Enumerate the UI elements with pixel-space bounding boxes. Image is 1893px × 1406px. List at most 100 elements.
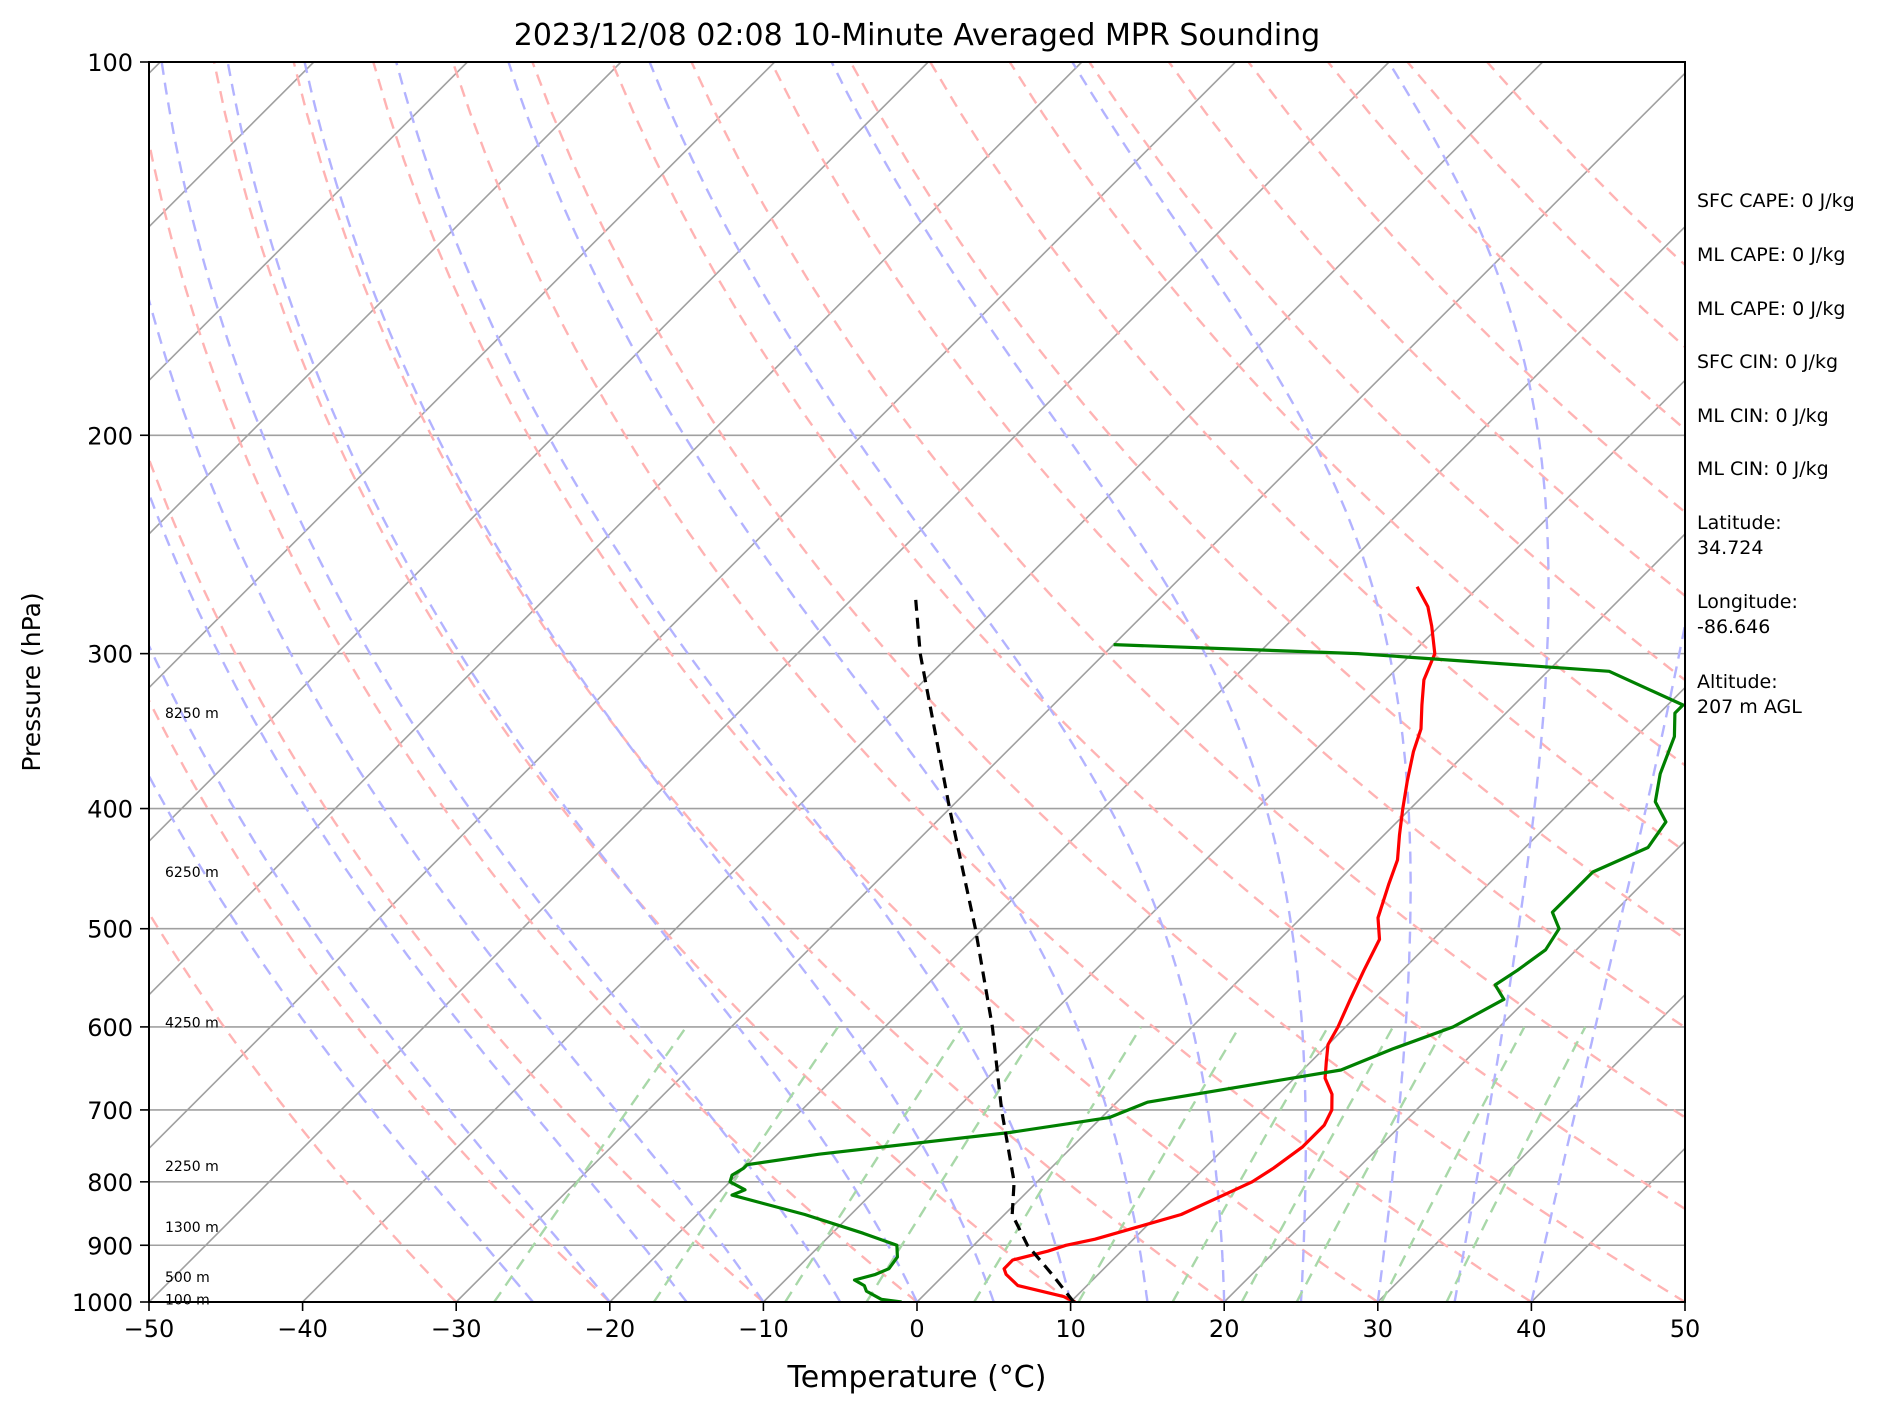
parcel-line (913, 596, 1075, 1302)
dewpoint-line (728, 643, 1685, 1302)
height-label: 4250 m (165, 1015, 219, 1031)
y-tick-label: 700 (87, 1097, 133, 1125)
mixing-ratio-line (652, 1026, 839, 1302)
moist-adiabat (648, 62, 1226, 1302)
mixing-ratio-line (1295, 1026, 1446, 1302)
isotherm-line (1223, 840, 1685, 1302)
x-tick-label: 30 (1363, 1315, 1394, 1343)
mixing-ratio-line (1380, 1026, 1526, 1302)
plot-frame (148, 61, 1686, 1303)
altitude-value: 207 m AGL (1697, 696, 1802, 718)
moist-adiabat (1387, 62, 1550, 1302)
mixing-ratio-line (784, 1026, 964, 1302)
y-tick-label: 900 (87, 1232, 133, 1260)
latitude-value: 34.724 (1697, 537, 1764, 559)
latitude-block: Latitude: 34.724 (1697, 511, 1782, 561)
height-labels: 8250 m 6250 m 4250 m 2250 m 1300 m 500 m 100 m (165, 706, 219, 1308)
moist-adiabat (830, 62, 1307, 1302)
y-tick-label: 400 (87, 796, 133, 824)
altitude-block: Altitude: 207 m AGL (1697, 670, 1802, 720)
temperature-line (1002, 586, 1437, 1302)
dry-adiabat (531, 62, 1685, 1302)
dry-adiabat (212, 62, 1072, 1302)
isotherm-line (149, 62, 1236, 1150)
mixing-ratio-line (1171, 1026, 1330, 1302)
isotherm-line (149, 62, 315, 228)
y-axis: 100 200 300 400 500 600 700 800 900 1000 (72, 49, 149, 1317)
y-tick-label: 800 (87, 1169, 133, 1197)
isotherm-line (149, 62, 929, 843)
isotherm-line (609, 225, 1685, 1302)
mixing-ratio-line (493, 1026, 688, 1302)
isotherm-line (149, 62, 1083, 996)
longitude-block: Longitude: -86.646 (1697, 590, 1798, 640)
y-tick-label: 100 (87, 49, 133, 77)
height-label: 6250 m (165, 865, 219, 881)
latitude-label: Latitude: (1697, 512, 1782, 534)
mixing-ratio-line (1445, 1026, 1587, 1302)
background-lines (0, 62, 1685, 1302)
moist-adiabat (160, 62, 842, 1302)
mixing-ratio-line (1077, 1026, 1241, 1302)
ml-cape-text-2: ML CAPE: 0 J/kg (1697, 298, 1846, 320)
isotherm-line (916, 532, 1685, 1302)
height-label: 100 m (165, 1292, 210, 1308)
moist-adiabat (303, 62, 995, 1302)
moist-adiabat (1071, 62, 1412, 1302)
moist-adiabat (226, 62, 919, 1302)
x-tick-label: −20 (584, 1315, 635, 1343)
x-tick-label: 0 (909, 1315, 924, 1343)
moist-adiabat (149, 490, 688, 1302)
sfc-cape-text: SFC CAPE: 0 J/kg (1697, 190, 1855, 212)
isotherm-line (762, 379, 1685, 1302)
moist-adiabat (149, 295, 765, 1302)
isotherm-line (1070, 686, 1685, 1302)
y-tick-label: 200 (87, 422, 133, 450)
isotherm-line (1377, 993, 1685, 1302)
x-tick-label: 10 (1055, 1315, 1086, 1343)
ml-cape-text: ML CAPE: 0 J/kg (1697, 244, 1846, 266)
ml-cin-text-2: ML CIN: 0 J/kg (1697, 458, 1829, 480)
y-tick-label: 1000 (72, 1289, 133, 1317)
y-tick-label: 600 (87, 1014, 133, 1042)
sfc-cin-text: SFC CIN: 0 J/kg (1697, 351, 1839, 373)
y-tick-label: 500 (87, 916, 133, 944)
ml-cin-text: ML CIN: 0 J/kg (1697, 405, 1829, 427)
dry-adiabat (1167, 62, 1685, 598)
x-tick-label: 50 (1670, 1315, 1701, 1343)
chart-title: 2023/12/08 02:08 10-Minute Averaged MPR … (514, 18, 1320, 53)
isotherm-line (0, 62, 7, 1302)
x-tick-label: −40 (277, 1315, 328, 1343)
x-tick-label: 20 (1209, 1315, 1240, 1343)
isotherm-line (149, 62, 468, 382)
x-tick-label: −30 (431, 1315, 482, 1343)
x-axis-label: Temperature (°C) (787, 1360, 1047, 1395)
moist-adiabat (1530, 618, 1685, 1302)
dry-adiabat (292, 62, 1225, 1302)
longitude-value: -86.646 (1697, 616, 1771, 638)
x-tick-label: −10 (738, 1315, 789, 1343)
dry-adiabat (149, 697, 611, 1302)
dry-adiabat (770, 62, 1685, 1029)
height-label: 8250 m (165, 706, 219, 722)
isotherm-line (149, 62, 1390, 1302)
y-tick-label: 300 (87, 641, 133, 669)
mixing-ratio-line (1240, 1026, 1395, 1302)
isotherm-line (149, 62, 622, 536)
dry-adiabat (149, 455, 765, 1302)
height-label: 2250 m (165, 1159, 219, 1175)
y-axis-label: Pressure (hPa) (17, 592, 46, 771)
dry-adiabat (149, 136, 918, 1302)
height-label: 500 m (165, 1270, 210, 1286)
dry-adiabat (372, 62, 1379, 1302)
isotherm-line (149, 62, 776, 689)
x-tick-label: −50 (124, 1315, 175, 1343)
x-tick-label: 40 (1516, 1315, 1547, 1343)
isotherm-line (302, 62, 1544, 1302)
dry-adiabat (1088, 62, 1685, 682)
longitude-label: Longitude: (1697, 591, 1798, 613)
height-label: 1300 m (165, 1220, 219, 1236)
sounding-traces (728, 586, 1685, 1302)
moist-adiabat (395, 62, 1072, 1302)
